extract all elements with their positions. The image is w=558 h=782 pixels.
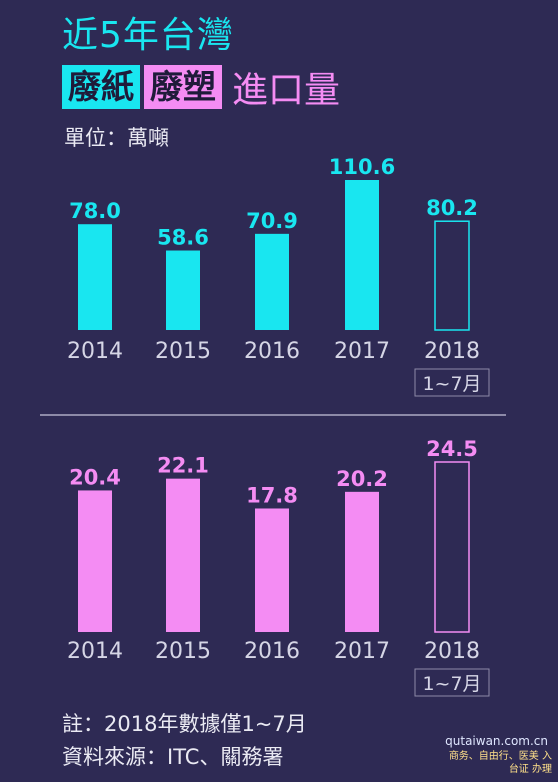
- bar-plastic-2017: [345, 491, 379, 632]
- x-tick-label: 2016: [244, 339, 300, 364]
- x-tick-label: 2017: [334, 339, 390, 364]
- x-tick-label: 2015: [155, 339, 211, 364]
- highlight-plastic: 廢塑: [144, 65, 222, 109]
- footnote: 註：2018年數據僅1~7月: [62, 712, 307, 736]
- bar-plastic-2014: [78, 490, 112, 632]
- chart-subtitle: 廢紙 廢塑 進口量: [62, 62, 340, 112]
- bar-paper-2018: [434, 220, 470, 331]
- partial-year-note: 1~7月: [422, 673, 481, 695]
- data-label: 70.9: [246, 209, 298, 233]
- x-tick-label: 2015: [155, 639, 211, 664]
- bar-paper-2014: [78, 224, 112, 330]
- bar-plastic-2015: [166, 478, 200, 632]
- partial-year-box: [414, 368, 490, 397]
- data-label: 110.6: [329, 155, 395, 179]
- data-label: 20.2: [336, 467, 388, 491]
- watermark-tagline: 商务、自由行、医美 入台证 办理: [448, 751, 552, 775]
- chart-divider: [40, 414, 506, 416]
- x-tick-label: 2016: [244, 639, 300, 664]
- x-tick-label: 2018: [424, 639, 480, 664]
- x-tick-label: 2014: [67, 639, 123, 664]
- data-label: 58.6: [157, 226, 209, 250]
- title-suffix: 進口量: [232, 70, 341, 111]
- bar-paper-2017: [345, 180, 379, 330]
- x-tick-label: 2014: [67, 339, 123, 364]
- data-label: 17.8: [246, 483, 298, 507]
- partial-year-note: 1~7月: [422, 373, 481, 395]
- bar-paper-2015: [166, 250, 200, 330]
- highlight-paper: 廢紙: [62, 65, 140, 109]
- bar-paper-2016: [255, 233, 289, 330]
- partial-year-box: [414, 668, 490, 697]
- x-tick-label: 2018: [424, 339, 480, 364]
- x-tick-label: 2017: [334, 639, 390, 664]
- unit-label: 單位：萬噸: [64, 126, 169, 150]
- data-label: 20.4: [69, 465, 121, 489]
- data-label: 24.5: [426, 437, 478, 461]
- chart-title: 近5年台灣: [62, 15, 234, 56]
- source-note: 資料來源：ITC、關務署: [62, 745, 284, 769]
- data-label: 80.2: [426, 196, 478, 220]
- bar-plastic-2016: [255, 508, 289, 632]
- bar-plastic-2018: [434, 461, 470, 633]
- data-label: 22.1: [157, 454, 209, 478]
- watermark-url: qutaiwan.com.cn: [445, 734, 548, 748]
- data-label: 78.0: [69, 199, 121, 223]
